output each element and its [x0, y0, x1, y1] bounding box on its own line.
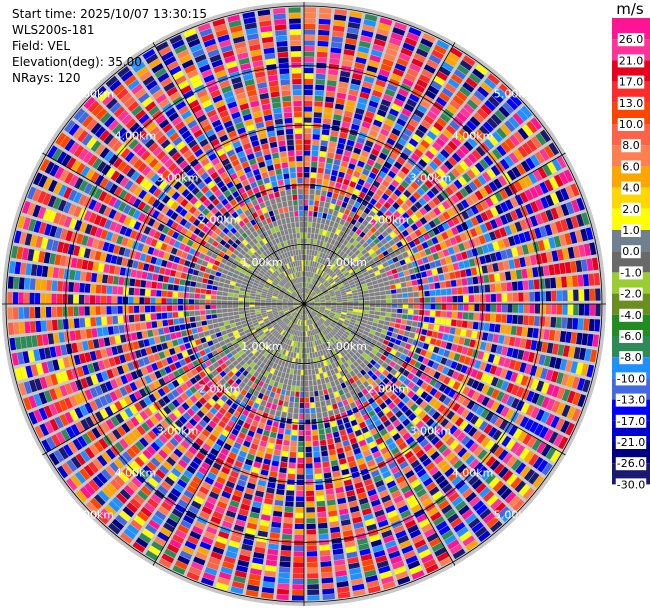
azimuth-spoke — [303, 152, 566, 305]
range-label: 5.00km — [72, 87, 114, 100]
instrument-label: WLS200s-181 — [12, 23, 95, 37]
colorbar-tick-label: 17.0 — [619, 76, 644, 89]
colorbar-tick-label: 13.0 — [619, 97, 644, 110]
colorbar-tick-label: 6.0 — [622, 160, 640, 173]
colorbar-tick-label: 26.0 — [619, 33, 644, 46]
azimuth-spoke — [152, 303, 305, 566]
colorbar-tick-label: -10.0 — [617, 372, 645, 385]
elevation-label: Elevation(deg): 35.00 — [12, 55, 142, 69]
colorbar-tick-label: -26.0 — [617, 457, 645, 470]
colorbar-tick-label: 1.0 — [622, 224, 640, 237]
range-label: 1.00km — [325, 340, 367, 353]
range-label: 3.00km — [410, 424, 452, 437]
azimuth-spoke — [42, 303, 305, 456]
colorbar-tick-label: -21.0 — [617, 436, 645, 449]
range-label: 2.00km — [367, 214, 409, 227]
colorbar-tick-label: -6.0 — [620, 330, 641, 343]
azimuth-spoke — [303, 303, 456, 566]
range-label: 3.00km — [157, 172, 199, 185]
colorbar-tick-label: -2.0 — [620, 288, 641, 301]
colorbar-tick-label: -4.0 — [620, 309, 641, 322]
range-label: 5.00km — [72, 509, 114, 522]
nrays-label: NRays: 120 — [12, 71, 81, 85]
range-label: 4.00km — [452, 129, 494, 142]
range-label: 4.00km — [115, 129, 157, 142]
colorbar-tick-label: 8.0 — [622, 139, 640, 152]
azimuth-spoke — [42, 152, 305, 305]
colorbar-tick-label: 21.0 — [619, 54, 644, 67]
range-label: 1.00km — [241, 256, 283, 269]
range-label: 4.00km — [115, 467, 157, 480]
colorbar-tick-label: -17.0 — [617, 415, 645, 428]
velocity-gates — [7, 7, 601, 601]
azimuth-spoke — [303, 303, 566, 456]
range-label: 5.00km — [494, 87, 536, 100]
range-label: 2.00km — [367, 382, 409, 395]
colorbar-tick-label: 2.0 — [622, 203, 640, 216]
range-label: 3.00km — [157, 424, 199, 437]
range-label: 4.00km — [452, 467, 494, 480]
colorbar-tick-label: -1.0 — [620, 266, 641, 279]
range-label: 1.00km — [325, 256, 367, 269]
range-label: 3.00km — [410, 172, 452, 185]
colorbar-tick-label: -30.0 — [617, 478, 645, 491]
colorbar-tick-label: 4.0 — [622, 182, 640, 195]
azimuth-spoke — [152, 42, 305, 305]
azimuth-spoke — [303, 42, 456, 305]
colorbar-tick-label: -13.0 — [617, 394, 645, 407]
colorbar: 26.0 21.0 17.0 13.0 10.0 8.0 6.0 4.0 2.0 1.0 0.0 -1… — [612, 18, 650, 492]
colorbar-tick-label: -8.0 — [620, 351, 641, 364]
range-label: 5.00km — [494, 509, 536, 522]
colorbar-tick-label: 0.0 — [622, 245, 640, 258]
colorbar-unit: m/s — [616, 0, 644, 18]
range-label: 1.00km — [241, 340, 283, 353]
start-time-label: Start time: 2025/10/07 13:30:15 — [12, 7, 207, 21]
range-label: 2.00km — [199, 214, 241, 227]
field-label: Field: VEL — [12, 39, 71, 53]
colorbar-tick-label: 10.0 — [619, 118, 644, 131]
range-label: 2.00km — [199, 382, 241, 395]
